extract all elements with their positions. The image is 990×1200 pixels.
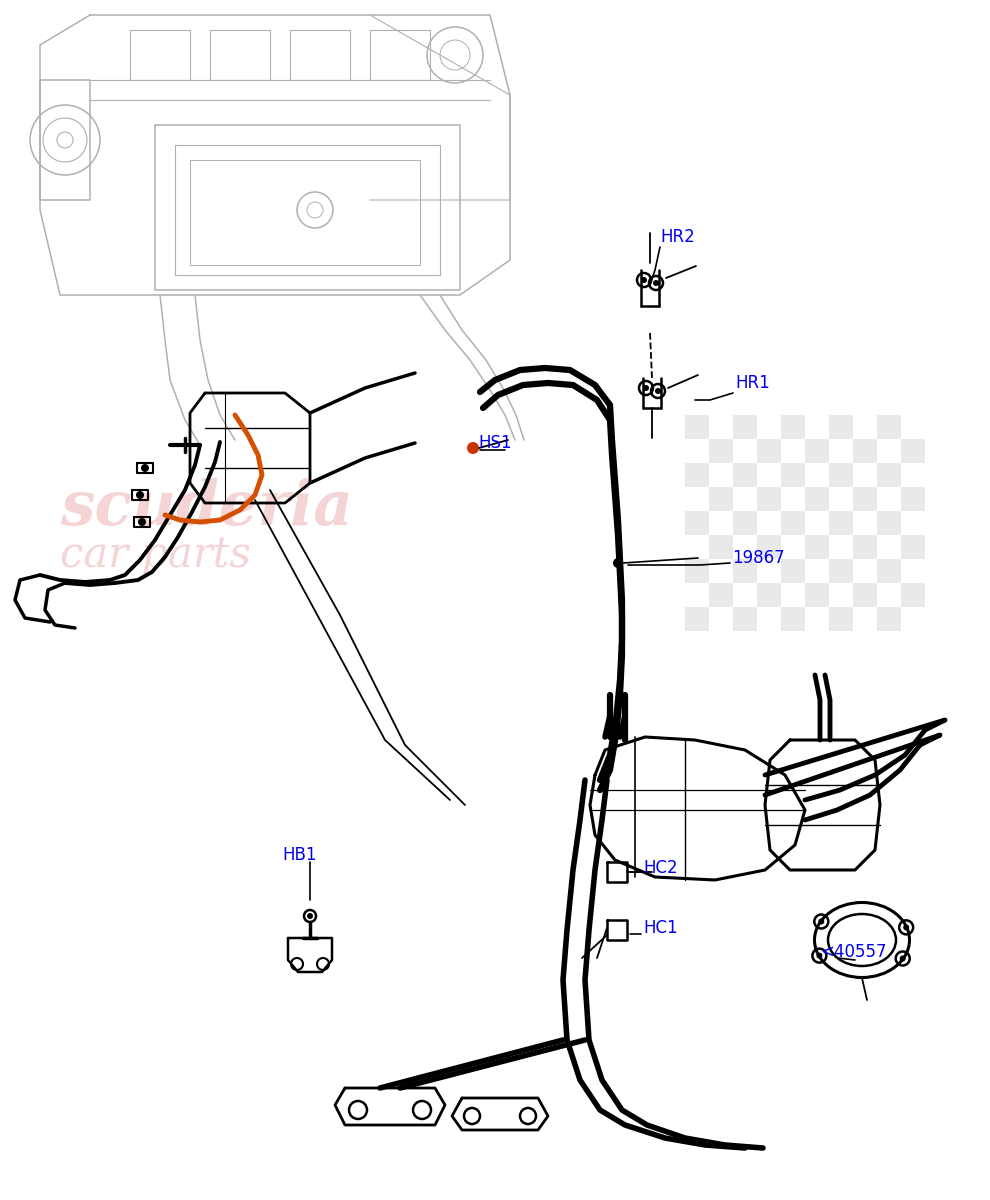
Text: HR2: HR2 [660, 228, 695, 246]
Bar [805, 535, 829, 559]
Bar [805, 487, 829, 511]
Bar [709, 535, 733, 559]
Text: 19867: 19867 [732, 550, 785, 566]
Circle shape [613, 558, 623, 568]
Circle shape [900, 955, 906, 961]
Text: HC2: HC2 [643, 859, 677, 877]
Bar [805, 583, 829, 607]
Bar [901, 583, 925, 607]
Circle shape [817, 953, 823, 959]
Bar [901, 439, 925, 463]
Text: HB1: HB1 [282, 846, 317, 864]
Bar [877, 607, 901, 631]
Bar [877, 511, 901, 535]
Bar [901, 535, 925, 559]
Bar [781, 607, 805, 631]
Bar [685, 463, 709, 487]
Bar [829, 511, 853, 535]
Bar [781, 511, 805, 535]
Bar [829, 415, 853, 439]
Circle shape [655, 388, 661, 394]
Bar [853, 439, 877, 463]
Bar [733, 511, 757, 535]
Bar [805, 439, 829, 463]
Circle shape [653, 280, 659, 286]
Bar [877, 415, 901, 439]
Circle shape [643, 385, 649, 391]
Circle shape [819, 918, 825, 924]
Bar [733, 463, 757, 487]
Bar [757, 535, 781, 559]
Circle shape [903, 924, 909, 930]
Bar [829, 559, 853, 583]
Bar [853, 487, 877, 511]
Bar [877, 463, 901, 487]
Bar [781, 415, 805, 439]
Bar [709, 439, 733, 463]
Text: <40557: <40557 [820, 943, 886, 961]
Text: HC1: HC1 [643, 919, 677, 937]
Bar [733, 415, 757, 439]
Bar [757, 583, 781, 607]
Circle shape [641, 277, 647, 283]
Text: HR1: HR1 [735, 374, 770, 392]
Bar [757, 487, 781, 511]
Bar [709, 583, 733, 607]
Bar [685, 511, 709, 535]
Bar [685, 415, 709, 439]
Bar [685, 607, 709, 631]
Bar [685, 559, 709, 583]
Circle shape [141, 464, 149, 472]
Circle shape [307, 913, 313, 919]
Text: HS1: HS1 [478, 434, 512, 452]
Bar [709, 487, 733, 511]
Bar [733, 559, 757, 583]
Bar [901, 487, 925, 511]
Circle shape [467, 442, 479, 454]
Bar [877, 559, 901, 583]
Text: car parts: car parts [60, 534, 250, 576]
Bar [733, 607, 757, 631]
Bar [781, 559, 805, 583]
Bar [757, 439, 781, 463]
Bar [829, 463, 853, 487]
Text: scuderia: scuderia [60, 478, 352, 538]
Bar [853, 583, 877, 607]
Circle shape [136, 491, 144, 499]
Bar [853, 535, 877, 559]
Circle shape [138, 518, 146, 526]
Bar [829, 607, 853, 631]
Bar [781, 463, 805, 487]
